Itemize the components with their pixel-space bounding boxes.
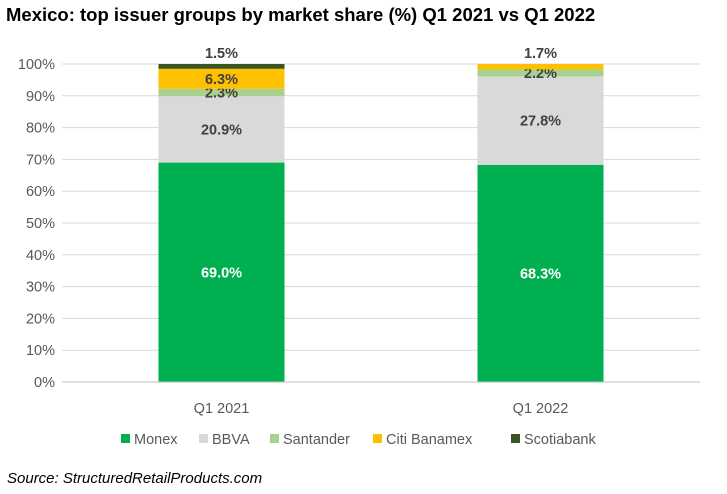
bar-santander (477, 69, 604, 77)
x-tick-label: Q1 2022 (513, 401, 569, 417)
data-label: 6.3% (205, 72, 238, 88)
source-note: Source: StructuredRetailProducts.com (7, 470, 263, 487)
x-tick-label: Q1 2021 (194, 401, 250, 417)
chart-title: Mexico: top issuer groups by market shar… (6, 4, 596, 25)
legend-swatch (373, 434, 382, 443)
legend: Monex BBVA Santander Citi Banamex Scotiabank (121, 432, 596, 448)
y-tick-label: 90% (26, 89, 55, 105)
data-label: 68.3% (520, 266, 561, 282)
legend-swatch (270, 434, 279, 443)
y-tick-label: 60% (26, 184, 55, 200)
y-tick-label: 20% (26, 311, 55, 327)
data-label: 2.3% (205, 85, 238, 101)
bar-monex (477, 164, 604, 382)
legend-label: Monex (134, 432, 178, 448)
data-label: 27.8% (520, 114, 561, 130)
legend-swatch (199, 434, 208, 443)
bars: 69.0% 20.9% 2.3%6.3% 1.5% 68.3% 27.8% 2.2% 1.7% (158, 46, 604, 382)
legend-label: Santander (283, 432, 350, 448)
bar-scotiabank (158, 64, 285, 69)
bar-bbva (158, 96, 285, 163)
y-tick-label: 0% (34, 375, 55, 391)
y-tick-label: 40% (26, 248, 55, 264)
legend-label: Scotiabank (524, 432, 596, 448)
y-tick-label: 30% (26, 280, 55, 296)
bar-citi-banamex (477, 64, 604, 70)
gridlines (62, 63, 700, 383)
data-label: 20.9% (201, 122, 242, 138)
legend-swatch (511, 434, 520, 443)
legend-swatch (121, 434, 130, 443)
bar-citi-banamex (158, 68, 285, 89)
y-tick-label: 50% (26, 216, 55, 232)
y-tick-label: 10% (26, 343, 55, 359)
legend-label: Citi Banamex (386, 432, 473, 448)
data-label: 2.2% (524, 66, 557, 82)
data-label: 1.7% (524, 46, 557, 62)
y-axis: 0% 10% 20% 30% 40% 50% 60% 70% 80% 90% 100% (18, 57, 55, 391)
y-tick-label: 100% (18, 57, 55, 73)
legend-label: BBVA (212, 432, 250, 448)
y-tick-label: 80% (26, 121, 55, 137)
x-axis: Q1 2021 Q1 2022 (62, 381, 700, 417)
bar-monex (158, 162, 285, 382)
bar-bbva (477, 76, 604, 165)
data-label: 1.5% (205, 46, 238, 62)
data-label: 69.0% (201, 265, 242, 281)
y-tick-label: 70% (26, 152, 55, 168)
bar-santander (158, 88, 285, 97)
